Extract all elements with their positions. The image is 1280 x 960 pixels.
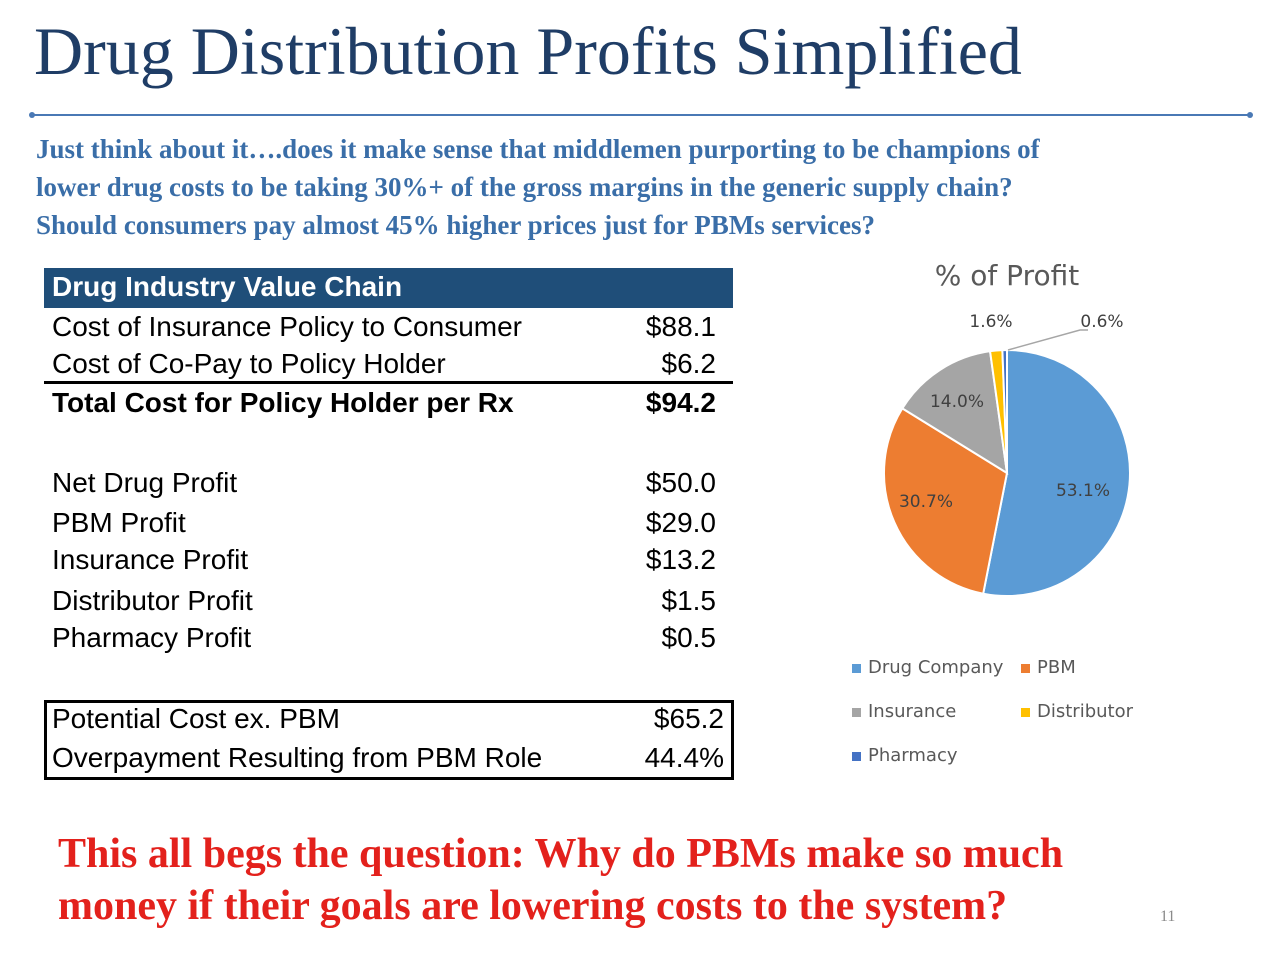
table-row: Cost of Insurance Policy to Consumer $88… bbox=[52, 308, 716, 346]
table-row: Distributor Profit $1.5 bbox=[52, 582, 716, 620]
row-label: Total Cost for Policy Holder per Rx bbox=[52, 387, 514, 418]
legend-swatch bbox=[1021, 664, 1030, 673]
closing-question: This all begs the question: Why do PBMs … bbox=[58, 828, 1063, 932]
legend-label: Drug Company bbox=[868, 657, 1004, 678]
table-row-total: Total Cost for Policy Holder per Rx $94.… bbox=[52, 384, 716, 422]
table-row: Potential Cost ex. PBM $65.2 bbox=[52, 700, 724, 738]
legend-swatch bbox=[1021, 708, 1030, 717]
pie-data-label: 0.6% bbox=[1080, 312, 1123, 332]
profit-pie-chart: % of Profit 53.1% 30.7% 14.0% 1.6% 0.6% Drug … bbox=[852, 259, 1134, 766]
pbm-summary-box bbox=[44, 700, 734, 780]
pie-slice-drug-company bbox=[982, 348, 1131, 597]
question-line: money if their goals are lowering costs … bbox=[58, 883, 1008, 929]
total-divider bbox=[44, 381, 733, 384]
subtitle: Just think about it….does it make sense … bbox=[36, 130, 1256, 244]
legend-swatch bbox=[852, 752, 861, 761]
row-value: $29.0 bbox=[645, 507, 716, 538]
page-number: 11 bbox=[1160, 908, 1176, 925]
row-label: Distributor Profit bbox=[52, 585, 253, 616]
row-label: Insurance Profit bbox=[52, 544, 249, 575]
question-line: This all begs the question: Why do PBMs … bbox=[58, 831, 1064, 877]
row-label: Potential Cost ex. PBM bbox=[52, 703, 340, 734]
chart-title: % of Profit bbox=[935, 259, 1079, 292]
subtitle-line: lower drug costs to be taking 30%+ of th… bbox=[36, 172, 1013, 202]
subtitle-line: Just think about it….does it make sense … bbox=[36, 134, 1040, 164]
row-value: $65.2 bbox=[653, 703, 724, 734]
row-label: Cost of Co-Pay to Policy Holder bbox=[52, 348, 446, 379]
pie-data-label: 1.6% bbox=[969, 312, 1012, 332]
row-label: Net Drug Profit bbox=[52, 467, 238, 498]
legend-swatch bbox=[852, 708, 861, 717]
row-value: $1.5 bbox=[661, 585, 717, 616]
row-value: $6.2 bbox=[661, 348, 717, 379]
leader-line bbox=[1007, 329, 1088, 351]
table-row: Net Drug Profit $50.0 bbox=[52, 464, 716, 502]
legend-swatch bbox=[852, 664, 861, 673]
row-value: $50.0 bbox=[645, 467, 716, 498]
legend-label: Insurance bbox=[868, 701, 956, 722]
table-row: Pharmacy Profit $0.5 bbox=[52, 619, 716, 657]
table-row: PBM Profit $29.0 bbox=[52, 504, 716, 542]
row-value: $0.5 bbox=[661, 622, 717, 653]
slide-title: Drug Distribution Profits Simplified bbox=[34, 13, 1022, 89]
row-value: $94.2 bbox=[645, 387, 716, 418]
pie-data-label: 14.0% bbox=[930, 392, 984, 412]
legend-label: Pharmacy bbox=[868, 745, 958, 766]
row-value: 44.4% bbox=[644, 742, 724, 773]
pie-slice-pharmacy bbox=[1001, 348, 1008, 474]
row-value: $13.2 bbox=[645, 544, 716, 575]
subtitle-line: Should consumers pay almost 45% higher p… bbox=[36, 210, 875, 240]
pie-data-label: 30.7% bbox=[899, 492, 953, 512]
row-label: Pharmacy Profit bbox=[52, 622, 252, 653]
pie-slice-insurance bbox=[900, 350, 1009, 475]
table-row: Cost of Co-Pay to Policy Holder $6.2 bbox=[52, 345, 716, 383]
pie-data-label: 53.1% bbox=[1056, 481, 1110, 501]
legend-label: Distributor bbox=[1037, 701, 1134, 722]
table-header: Drug Industry Value Chain bbox=[44, 268, 733, 308]
row-label: PBM Profit bbox=[52, 507, 186, 538]
title-divider bbox=[29, 112, 1253, 118]
row-value: $88.1 bbox=[645, 311, 716, 342]
row-label: Cost of Insurance Policy to Consumer bbox=[52, 311, 522, 342]
row-label: Overpayment Resulting from PBM Role bbox=[52, 742, 543, 773]
table-row: Insurance Profit $13.2 bbox=[52, 541, 716, 579]
legend-label: PBM bbox=[1037, 657, 1076, 678]
table-row: Overpayment Resulting from PBM Role 44.4… bbox=[52, 739, 724, 777]
